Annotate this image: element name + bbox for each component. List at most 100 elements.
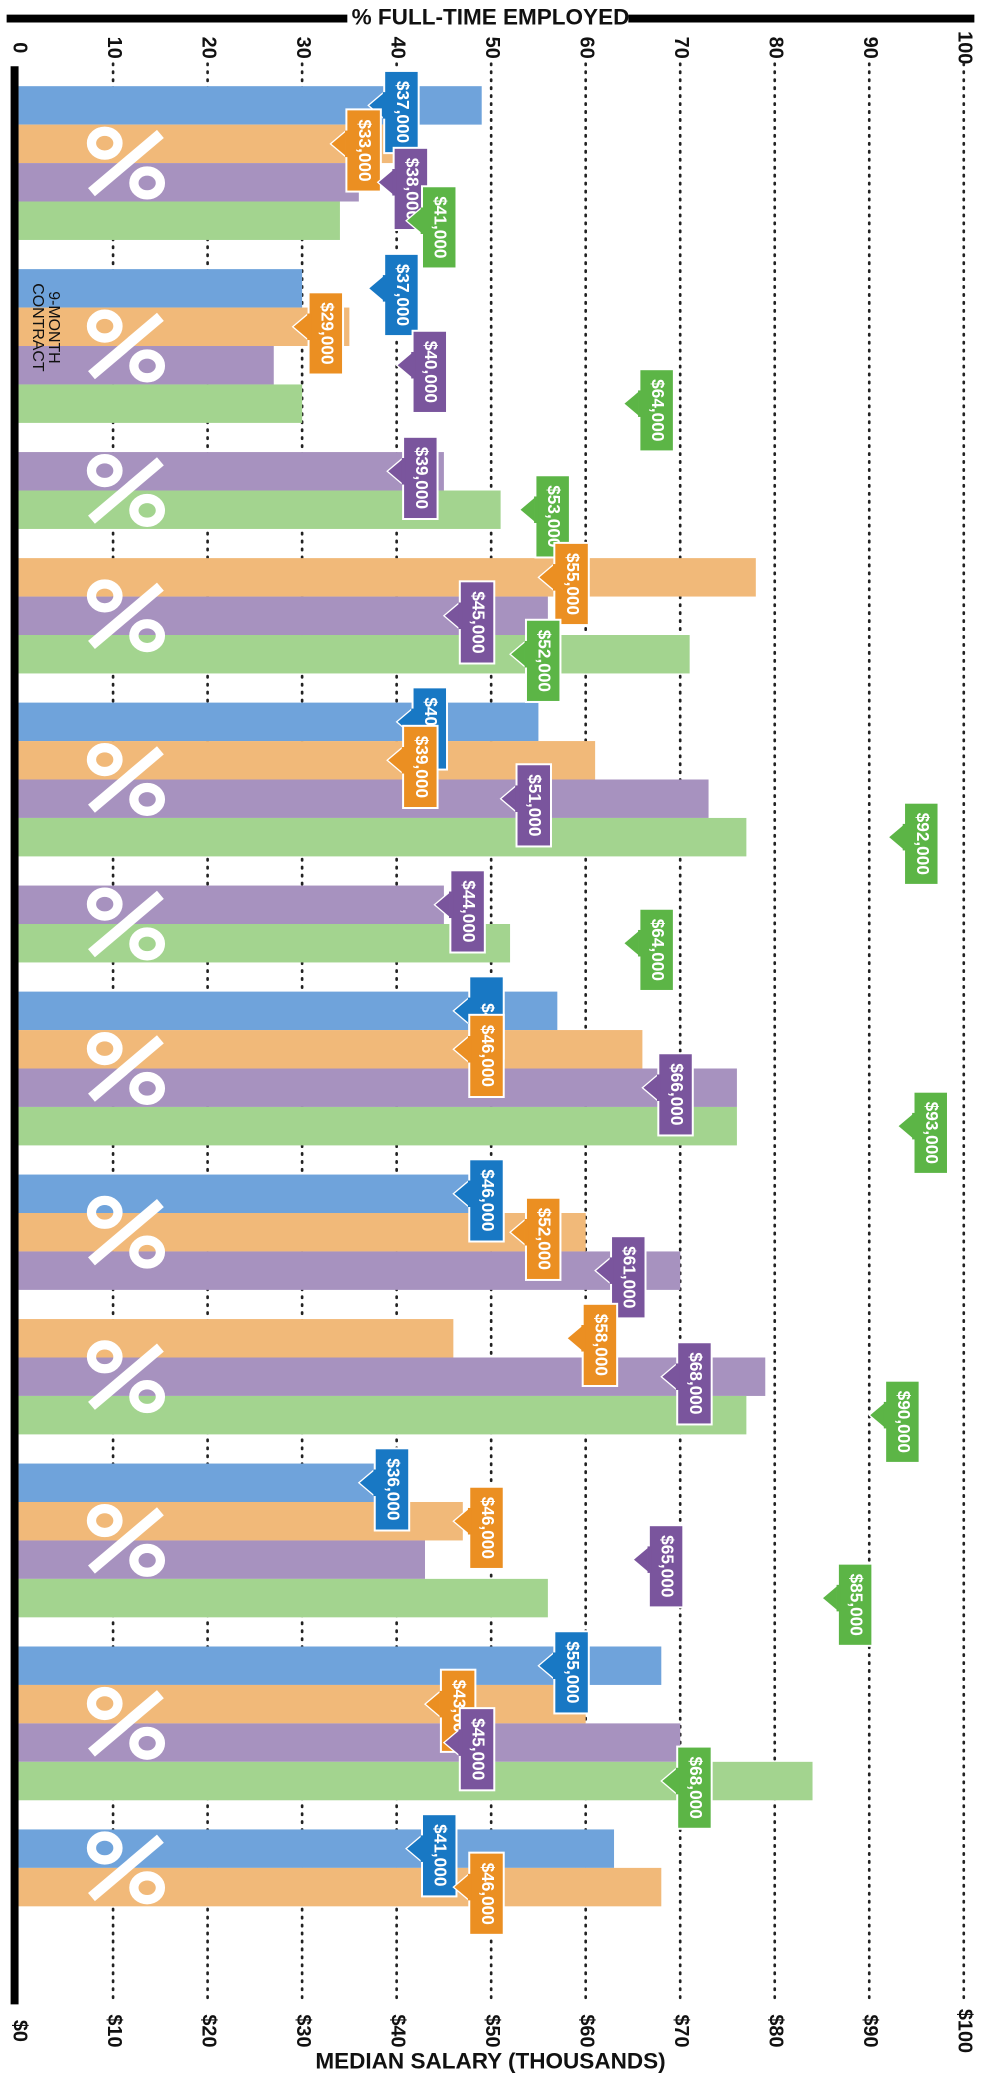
bar bbox=[18, 1319, 454, 1358]
salary-label: $46,000 bbox=[478, 1169, 498, 1231]
flag-box bbox=[884, 1379, 921, 1464]
flag-seam bbox=[912, 1112, 917, 1140]
salary-flag: $85,000 bbox=[820, 1562, 874, 1647]
percent-glyph bbox=[129, 493, 166, 527]
flag-box bbox=[657, 1052, 694, 1137]
percent-glyph bbox=[88, 746, 164, 813]
flag-seam bbox=[382, 275, 387, 302]
salary-label: $68,000 bbox=[686, 1757, 706, 1819]
percent-glyph bbox=[88, 1343, 164, 1410]
flag-seam bbox=[638, 390, 643, 417]
bar bbox=[18, 163, 359, 202]
flag-seam bbox=[420, 207, 425, 234]
percent-glyph bbox=[88, 1690, 164, 1757]
salary-flag: $39,000 bbox=[386, 435, 439, 521]
bar bbox=[18, 1395, 747, 1435]
flag-box bbox=[836, 1562, 874, 1647]
percent-glyph bbox=[129, 166, 166, 200]
x2-tick-label: $20 bbox=[197, 2014, 219, 2047]
flag-seam bbox=[401, 747, 406, 774]
salary-flag: $68,000 bbox=[660, 1341, 713, 1426]
flag-box bbox=[402, 724, 439, 810]
bar bbox=[18, 924, 511, 963]
salary-flag: $61,000 bbox=[594, 1235, 647, 1320]
flag-seam bbox=[467, 1507, 472, 1535]
bar bbox=[18, 558, 756, 597]
salary-flag: $37,000 bbox=[367, 252, 420, 338]
salary-flag: $45,000 bbox=[442, 580, 496, 665]
salary-label: $37,000 bbox=[393, 264, 413, 326]
percent-glyph bbox=[129, 349, 166, 383]
bar bbox=[18, 635, 690, 674]
salary-flag: $51,000 bbox=[499, 763, 552, 848]
bar bbox=[18, 452, 444, 491]
salary-flag: $46,000 bbox=[452, 1013, 505, 1098]
flag-seam bbox=[373, 1469, 378, 1497]
x-tick-label: 10 bbox=[103, 37, 125, 59]
flag-box bbox=[458, 580, 496, 665]
salary-label: $68,000 bbox=[686, 1352, 706, 1414]
salary-flag: $44,000 bbox=[433, 869, 486, 954]
flag-seam bbox=[553, 564, 557, 591]
flag-box bbox=[345, 108, 382, 193]
salary-flag: $64,000 bbox=[622, 907, 675, 992]
flag-seam bbox=[382, 92, 387, 119]
salary-flag: $64,000 bbox=[622, 368, 675, 453]
percent-glyph bbox=[88, 312, 164, 380]
salary-label: $40,000 bbox=[421, 341, 441, 403]
percent-glyph bbox=[86, 579, 123, 613]
x-tick-label: 0 bbox=[8, 42, 30, 53]
flag-box bbox=[307, 291, 345, 376]
flag-seam bbox=[638, 929, 643, 957]
annotation-line: 9-MONTH bbox=[45, 291, 62, 363]
flag-box bbox=[468, 1485, 505, 1570]
percent-glyph bbox=[129, 1543, 166, 1577]
x2-tick-label: $40 bbox=[386, 2014, 408, 2047]
flag-seam bbox=[467, 1180, 472, 1208]
flag-seam bbox=[647, 1546, 652, 1573]
flag-seam bbox=[581, 1325, 586, 1352]
flag-seam bbox=[420, 1835, 425, 1862]
salary-flag: $45,000 bbox=[442, 1707, 496, 1792]
flag-seam bbox=[458, 602, 463, 630]
bar bbox=[18, 885, 444, 925]
salary-flag: $55,000 bbox=[537, 541, 590, 627]
bar bbox=[18, 384, 303, 423]
salary-flag: $52,000 bbox=[509, 1196, 562, 1281]
percent-glyph bbox=[86, 454, 123, 488]
salary-flag: $33,000 bbox=[329, 108, 382, 193]
salary-flag: $46,000 bbox=[452, 1485, 505, 1570]
flag-seam bbox=[307, 313, 312, 341]
percent-glyph bbox=[86, 743, 123, 777]
bar bbox=[18, 1578, 548, 1618]
percent-glyph bbox=[88, 129, 164, 197]
x2-tick-label: $80 bbox=[764, 2014, 786, 2047]
percent-glyph bbox=[129, 1235, 166, 1269]
salary-flag: $41,000 bbox=[405, 185, 458, 270]
flag-box bbox=[903, 801, 940, 886]
percent-glyph bbox=[86, 1503, 123, 1538]
percent-glyph bbox=[129, 782, 166, 816]
salary-label: $64,000 bbox=[648, 919, 668, 981]
salary-label: $39,000 bbox=[412, 736, 432, 798]
x-tick-label: 30 bbox=[292, 37, 314, 59]
flag-box bbox=[524, 618, 562, 703]
salary-label: $46,000 bbox=[478, 1497, 498, 1559]
percent-glyph bbox=[88, 582, 164, 649]
percent-glyph bbox=[129, 1726, 166, 1760]
x2-tick-label: $10 bbox=[103, 2014, 125, 2047]
bar bbox=[18, 201, 340, 240]
flag-seam bbox=[836, 1584, 841, 1612]
annotation-line: CONTRACT bbox=[29, 283, 46, 372]
salary-label: $41,000 bbox=[431, 196, 451, 258]
salary-flag: $58,000 bbox=[565, 1302, 619, 1387]
percent-glyph bbox=[129, 1071, 166, 1105]
salary-label: $58,000 bbox=[591, 1314, 611, 1376]
x2-tick-label: $30 bbox=[292, 2014, 314, 2047]
salary-label: $29,000 bbox=[317, 302, 337, 364]
salary-label: $36,000 bbox=[383, 1458, 403, 1520]
flag-seam bbox=[449, 891, 454, 919]
flag-seam bbox=[467, 1873, 472, 1901]
flag-seam bbox=[411, 708, 416, 736]
percent-glyph bbox=[88, 890, 164, 958]
